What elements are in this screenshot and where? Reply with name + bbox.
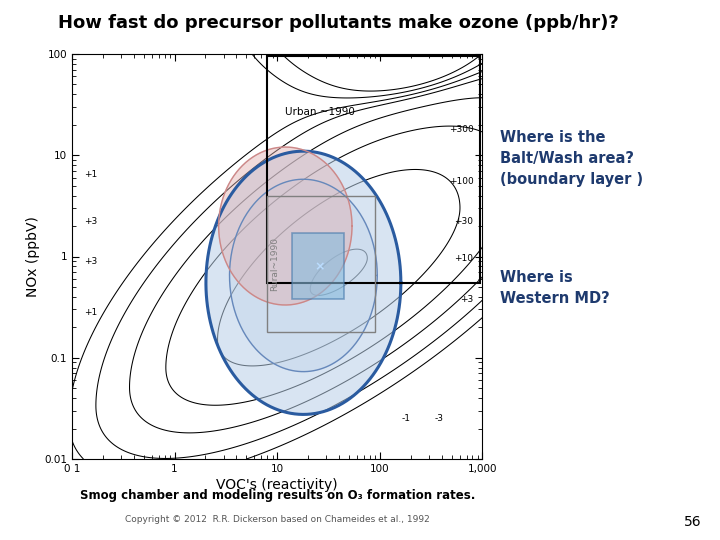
Text: +100: +100 bbox=[449, 177, 474, 186]
Text: Rural~1990: Rural~1990 bbox=[270, 237, 279, 291]
Text: How fast do precursor pollutants make ozone (ppb/hr)?: How fast do precursor pollutants make oz… bbox=[58, 14, 618, 31]
Bar bbox=[292, 233, 344, 299]
Text: 56: 56 bbox=[685, 515, 702, 529]
Text: +3: +3 bbox=[460, 294, 474, 303]
Text: +3: +3 bbox=[84, 217, 97, 226]
Polygon shape bbox=[206, 151, 401, 414]
Text: Urban ~1990: Urban ~1990 bbox=[285, 107, 355, 117]
Text: Copyright © 2012  R.R. Dickerson based on Chameides et al., 1992: Copyright © 2012 R.R. Dickerson based on… bbox=[125, 515, 430, 524]
Text: +10: +10 bbox=[454, 254, 474, 264]
X-axis label: VOC's (reactivity): VOC's (reactivity) bbox=[217, 478, 338, 492]
Polygon shape bbox=[230, 179, 377, 372]
Text: +1: +1 bbox=[84, 308, 97, 317]
Polygon shape bbox=[219, 147, 352, 305]
Text: +1: +1 bbox=[84, 170, 97, 179]
Text: +3: +3 bbox=[84, 256, 97, 266]
Y-axis label: NOx (ppbV): NOx (ppbV) bbox=[26, 216, 40, 297]
Text: Where is the
Balt/Wash area?
(boundary layer ): Where is the Balt/Wash area? (boundary l… bbox=[500, 130, 644, 187]
Text: +300: +300 bbox=[449, 125, 474, 134]
Text: -1: -1 bbox=[402, 414, 410, 423]
Text: Smog chamber and modeling results on O₃ formation rates.: Smog chamber and modeling results on O₃ … bbox=[79, 489, 475, 502]
Text: -3: -3 bbox=[435, 414, 444, 423]
Text: ×: × bbox=[315, 260, 325, 273]
Text: +30: +30 bbox=[454, 217, 474, 226]
Bar bbox=[267, 195, 375, 332]
Text: Where is
Western MD?: Where is Western MD? bbox=[500, 270, 610, 306]
